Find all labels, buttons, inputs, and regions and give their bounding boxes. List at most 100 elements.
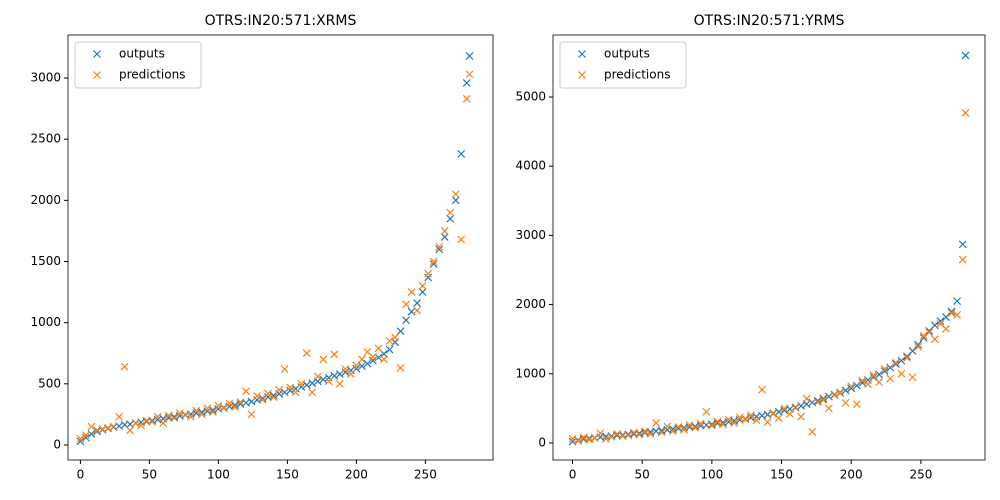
point — [958, 240, 967, 249]
legend-marker — [578, 71, 586, 79]
point — [214, 401, 223, 410]
point — [424, 273, 433, 282]
point — [269, 393, 278, 402]
point — [120, 362, 129, 371]
y-tick-label: 2000 — [30, 193, 61, 207]
point — [880, 367, 889, 375]
point — [880, 365, 889, 373]
point — [886, 374, 895, 383]
point — [841, 398, 850, 407]
point — [435, 245, 444, 254]
x-tick-label: 0 — [569, 468, 577, 482]
point — [126, 426, 135, 435]
point — [159, 419, 168, 427]
point — [629, 428, 638, 437]
x-tick-label: 250 — [909, 468, 932, 482]
point — [451, 196, 460, 205]
point — [930, 335, 939, 344]
point — [830, 391, 839, 400]
point — [418, 282, 427, 290]
x-tick-label: 50 — [142, 468, 157, 482]
legend-label: outputs — [119, 47, 165, 61]
legend-label: predictions — [604, 68, 670, 82]
x-tick-label: 150 — [276, 468, 299, 482]
point — [858, 376, 867, 385]
point — [875, 378, 884, 387]
y-tick-label: 1000 — [515, 366, 546, 380]
x-tick-label: 200 — [345, 468, 368, 482]
point — [418, 288, 427, 297]
y-tick-label: 3000 — [30, 71, 61, 85]
point — [713, 417, 722, 426]
point — [308, 388, 317, 397]
point — [225, 399, 234, 408]
point — [685, 421, 694, 429]
point — [607, 432, 616, 441]
point — [674, 423, 683, 431]
point — [82, 431, 90, 440]
point — [435, 242, 444, 251]
point — [374, 344, 383, 353]
point — [891, 358, 900, 367]
point — [852, 400, 861, 409]
y-tick-label: 1000 — [30, 315, 61, 329]
point — [841, 386, 850, 395]
point — [330, 350, 339, 359]
point — [908, 347, 917, 355]
chart-title: OTRS:IN20:571:XRMS — [205, 13, 357, 29]
legend-marker — [578, 50, 586, 58]
point — [763, 418, 772, 427]
point — [897, 369, 906, 378]
legend-label: outputs — [604, 47, 650, 61]
point — [602, 434, 610, 443]
x-tick-label: 0 — [77, 468, 85, 482]
y-tick-label: 1500 — [30, 254, 61, 268]
point — [953, 311, 962, 319]
point — [791, 403, 800, 411]
point — [308, 379, 317, 388]
point — [264, 389, 273, 398]
point — [429, 260, 438, 268]
point — [819, 396, 828, 405]
point — [413, 306, 422, 315]
point — [947, 308, 956, 317]
legend-box — [559, 41, 687, 89]
point — [947, 307, 956, 316]
y-tick-label: 2000 — [515, 297, 546, 311]
point — [324, 373, 333, 382]
point — [824, 404, 833, 413]
point — [253, 392, 261, 400]
point — [391, 333, 399, 342]
point — [574, 436, 583, 445]
point — [657, 428, 666, 437]
point — [181, 410, 190, 419]
axes-frame — [552, 34, 986, 461]
point — [819, 394, 828, 403]
x-tick-label: 250 — [414, 468, 437, 482]
point — [457, 149, 466, 158]
point — [925, 328, 934, 337]
point — [774, 414, 783, 422]
point — [115, 412, 123, 421]
point — [396, 363, 405, 372]
point — [808, 427, 817, 436]
point — [346, 370, 355, 378]
point — [936, 317, 945, 326]
point — [836, 389, 844, 398]
point — [109, 422, 118, 431]
point — [914, 340, 923, 349]
point — [758, 385, 766, 394]
point — [446, 214, 455, 223]
point — [465, 70, 474, 79]
point — [908, 373, 917, 382]
point — [429, 257, 438, 266]
y-tick-label: 500 — [38, 376, 61, 390]
point — [802, 394, 811, 403]
x-tick-label: 100 — [207, 468, 230, 482]
point — [864, 380, 872, 389]
point — [942, 324, 950, 333]
point — [724, 415, 733, 424]
point — [847, 384, 856, 393]
point — [953, 297, 962, 306]
point — [402, 316, 410, 325]
